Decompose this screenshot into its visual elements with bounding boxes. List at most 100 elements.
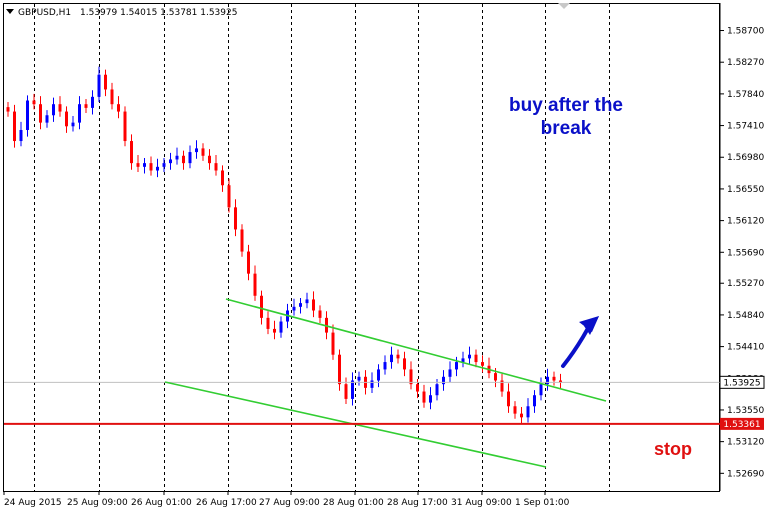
candle-bull: [292, 306, 296, 311]
candle-bull: [97, 74, 101, 97]
price-axis: 1.58700 1.58270 1.57840 1.57410 1.56980 1.565…: [720, 27, 764, 479]
candle-bull: [188, 152, 192, 164]
price-tick-label: 1.58270: [727, 58, 764, 68]
buy-arrow-icon: [561, 316, 599, 368]
candle-bull: [429, 395, 432, 403]
candle-bear: [6, 107, 10, 112]
current-price-tag: 1.53925: [719, 375, 765, 389]
candle-bull: [357, 376, 361, 381]
candle-bull: [377, 369, 380, 381]
chart-menu-triangle-icon[interactable]: [6, 9, 14, 14]
candle-bull: [91, 96, 94, 108]
candle-bear: [474, 354, 478, 363]
candle-bull: [195, 148, 198, 153]
candle-bear: [84, 104, 88, 108]
price-tick-label: 1.57840: [727, 90, 764, 100]
candle-bear: [559, 380, 562, 383]
candle-bull: [539, 384, 543, 396]
candle-bear: [422, 391, 426, 403]
candle-bear: [136, 163, 140, 167]
candle-bear: [396, 354, 400, 359]
candle-bear: [338, 354, 341, 385]
candle-bear: [331, 332, 335, 355]
candle-bear: [247, 251, 250, 274]
candle-bear: [130, 141, 133, 164]
candle-bear: [110, 89, 114, 105]
candle-bear: [104, 74, 107, 90]
time-tick-label: 28 Aug 17:00: [387, 498, 448, 508]
candle-bear: [253, 273, 257, 296]
candle-bull: [143, 163, 146, 167]
candle-bull: [169, 159, 172, 164]
time-tick-label: 31 Aug 09:00: [451, 498, 512, 508]
candle-bull: [461, 358, 465, 363]
candle-bull: [533, 395, 536, 407]
price-tick-label: 1.54410: [727, 343, 764, 353]
candle-bull: [26, 100, 29, 130]
buy-annotation-line1: buy after the: [509, 95, 623, 116]
price-tick-label: 1.55270: [727, 279, 764, 289]
candle-bear: [117, 104, 120, 112]
time-tick-label: 24 Aug 2015: [4, 498, 62, 508]
candle-bull: [390, 354, 393, 363]
candle-bear: [227, 185, 231, 208]
candle-bear: [65, 111, 68, 127]
chart-shift-marker-icon[interactable]: [558, 3, 570, 9]
candle-bull: [435, 384, 439, 396]
candle-bear: [240, 229, 244, 252]
candle-bear: [416, 384, 419, 392]
candles: [6, 66, 562, 424]
time-tick-label: 25 Aug 09:00: [67, 498, 128, 508]
candle-bull: [383, 362, 387, 370]
price-tick-label: 1.56120: [727, 217, 764, 227]
stop-price-tag: 1.53361: [720, 417, 764, 430]
candle-bull: [71, 122, 75, 127]
price-tick-label: 1.57410: [727, 122, 764, 132]
candle-bear: [214, 163, 218, 171]
candle-bull: [468, 354, 471, 359]
candle-bear: [318, 310, 322, 318]
candle-bear: [273, 328, 276, 333]
candle-bear: [507, 391, 510, 407]
candle-bear: [481, 362, 484, 366]
candle-bull: [370, 380, 374, 388]
candle-bear: [500, 380, 504, 392]
channel-upper-line[interactable]: [225, 298, 607, 402]
candle-bull: [455, 362, 458, 370]
candle-bull: [78, 104, 81, 123]
price-tick-label: 1.53120: [727, 438, 764, 448]
candle-bull: [162, 163, 166, 167]
buy-annotation-line2: break: [541, 118, 592, 139]
time-tick-label: 27 Aug 09:00: [259, 498, 320, 508]
candle-bear: [39, 104, 42, 123]
candle-bear: [312, 299, 315, 311]
candle-bear: [32, 100, 36, 105]
candle-bear: [520, 413, 523, 418]
price-tick-label: 1.58700: [727, 27, 764, 37]
candle-bull: [19, 129, 23, 142]
plot-area: [3, 3, 720, 492]
candle-bull: [45, 115, 49, 123]
candle-bear: [513, 406, 517, 414]
candle-bear: [149, 163, 153, 171]
time-tick-label: 1 Sep 01:00: [515, 498, 570, 508]
candle-bear: [403, 358, 406, 370]
candle-bull: [156, 166, 159, 171]
candle-bear: [123, 111, 127, 142]
candle-bear: [221, 170, 224, 186]
candle-bear: [266, 317, 270, 329]
candle-bear: [344, 384, 348, 399]
candle-bull: [448, 369, 452, 377]
candle-bear: [13, 111, 16, 142]
stop-price-tag-text: 1.53361: [723, 420, 760, 430]
candle-bull: [351, 380, 354, 399]
time-tick-label: 26 Aug 17:00: [196, 498, 257, 508]
candle-bull: [175, 155, 179, 160]
candle-bear: [552, 376, 556, 381]
current-price-tag-text: 1.53925: [723, 378, 760, 388]
price-tick-label: 1.54840: [727, 311, 764, 321]
candle-bear: [409, 369, 413, 385]
price-tick-label: 1.52690: [727, 469, 764, 479]
stop-annotation: stop: [654, 439, 692, 459]
